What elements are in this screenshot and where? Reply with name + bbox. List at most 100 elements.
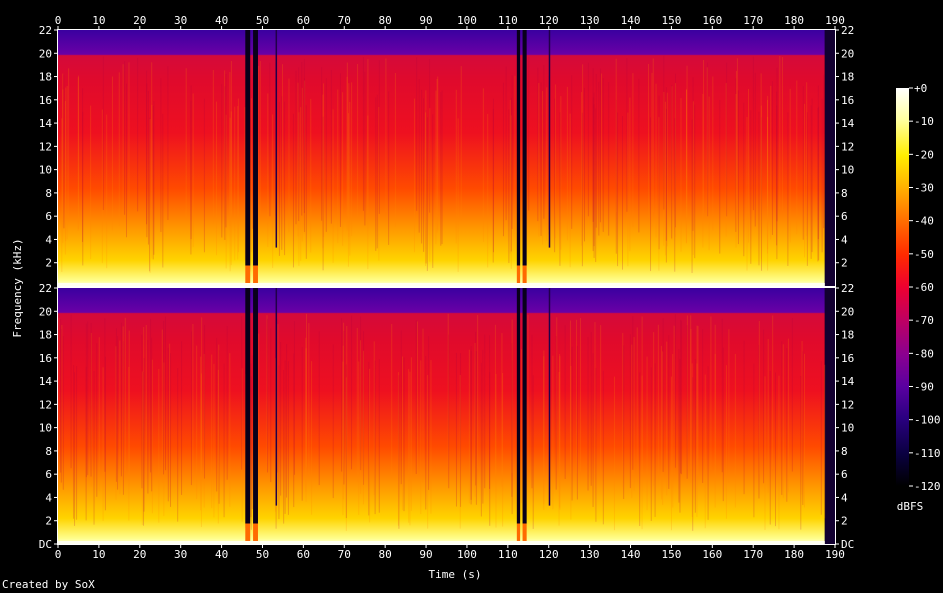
texture-streak bbox=[583, 87, 585, 242]
x-tick-label-top: 20 bbox=[133, 14, 146, 27]
texture-streak bbox=[691, 119, 693, 274]
texture-streak bbox=[576, 319, 578, 474]
texture-streak bbox=[680, 98, 682, 252]
texture-streak bbox=[489, 372, 491, 526]
texture-streak bbox=[125, 83, 127, 238]
texture-streak bbox=[761, 117, 763, 271]
y-tick-label-right: 6 bbox=[841, 468, 848, 481]
y-tick-label: 6 bbox=[45, 210, 52, 223]
texture-streak bbox=[286, 343, 288, 498]
texture-streak bbox=[62, 89, 64, 244]
texture-streak bbox=[595, 73, 597, 228]
texture-streak bbox=[429, 108, 431, 262]
texture-streak bbox=[771, 81, 773, 235]
texture-streak bbox=[330, 70, 332, 224]
texture-streak bbox=[510, 97, 512, 252]
texture-streak bbox=[162, 113, 164, 268]
texture-streak bbox=[725, 83, 727, 237]
texture-streak bbox=[746, 116, 748, 271]
texture-streak bbox=[455, 89, 457, 244]
texture-streak bbox=[300, 107, 302, 261]
y-tick-label: 6 bbox=[45, 468, 52, 481]
texture-streak bbox=[367, 115, 369, 270]
texture-streak bbox=[786, 348, 788, 502]
texture-streak bbox=[425, 112, 427, 266]
colorbar-tick-label: -10 bbox=[914, 115, 934, 128]
texture-streak bbox=[510, 115, 512, 269]
texture-streak bbox=[702, 93, 704, 248]
colorbar-tick-label: -70 bbox=[914, 314, 934, 327]
texture-streak bbox=[230, 111, 232, 266]
x-tick-label: 170 bbox=[743, 548, 763, 561]
texture-streak bbox=[735, 93, 737, 248]
texture-streak bbox=[345, 377, 347, 531]
texture-streak bbox=[587, 62, 589, 217]
texture-streak bbox=[658, 95, 660, 250]
texture-streak bbox=[692, 377, 694, 531]
texture-streak bbox=[274, 358, 276, 512]
texture-streak bbox=[151, 337, 153, 492]
texture-streak bbox=[60, 318, 62, 473]
texture-streak bbox=[694, 359, 696, 513]
texture-streak bbox=[662, 318, 664, 472]
texture-streak bbox=[569, 320, 571, 475]
x-tick-label-top: 40 bbox=[215, 14, 228, 27]
texture-streak bbox=[601, 73, 603, 228]
texture-streak bbox=[363, 331, 365, 485]
texture-streak bbox=[602, 370, 604, 525]
texture-streak bbox=[639, 372, 641, 527]
texture-streak bbox=[671, 84, 673, 239]
footer-credit: Created by SoX bbox=[2, 578, 95, 591]
x-tick-label-top: 190 bbox=[825, 14, 845, 27]
texture-streak bbox=[770, 85, 772, 240]
texture-streak bbox=[489, 335, 491, 489]
texture-streak bbox=[595, 368, 597, 522]
texture-streak bbox=[237, 98, 239, 253]
texture-streak bbox=[332, 344, 334, 499]
texture-streak bbox=[128, 330, 130, 485]
quiet-band bbox=[253, 288, 258, 524]
texture-streak bbox=[230, 61, 232, 215]
texture-streak bbox=[322, 94, 324, 249]
x-tick-label: 20 bbox=[133, 548, 146, 561]
texture-streak bbox=[122, 341, 124, 495]
texture-streak bbox=[216, 337, 218, 492]
texture-streak bbox=[416, 321, 418, 476]
texture-streak bbox=[802, 351, 804, 505]
quiet-band bbox=[516, 30, 521, 266]
x-tick-label-top: 30 bbox=[174, 14, 187, 27]
texture-streak bbox=[342, 92, 344, 246]
texture-streak bbox=[347, 113, 349, 267]
texture-streak bbox=[495, 373, 497, 528]
texture-streak bbox=[146, 70, 148, 225]
y-tick-label-right: DC bbox=[841, 538, 854, 551]
texture-streak bbox=[651, 72, 653, 227]
y-tick-label-right: 22 bbox=[841, 282, 854, 295]
texture-streak bbox=[647, 63, 649, 218]
texture-streak bbox=[470, 350, 472, 505]
texture-streak bbox=[98, 337, 100, 491]
texture-streak bbox=[167, 66, 169, 220]
texture-streak bbox=[272, 114, 274, 268]
texture-streak bbox=[821, 98, 823, 253]
transient-line bbox=[275, 288, 278, 506]
texture-streak bbox=[494, 324, 496, 479]
texture-streak bbox=[460, 66, 462, 220]
texture-streak bbox=[200, 373, 202, 528]
texture-streak bbox=[403, 357, 405, 512]
transient-line bbox=[548, 30, 551, 248]
texture-streak bbox=[119, 340, 121, 495]
texture-streak bbox=[520, 349, 522, 503]
texture-streak bbox=[293, 321, 295, 475]
texture-streak bbox=[151, 359, 153, 514]
texture-streak bbox=[287, 361, 289, 515]
texture-streak bbox=[734, 353, 736, 508]
texture-streak bbox=[615, 58, 617, 213]
texture-streak bbox=[277, 324, 279, 478]
colorbar-tick-label: -80 bbox=[914, 347, 934, 360]
texture-streak bbox=[332, 109, 334, 263]
texture-streak bbox=[149, 117, 151, 272]
texture-streak bbox=[216, 101, 218, 256]
x-tick-label: 30 bbox=[174, 548, 187, 561]
texture-streak bbox=[685, 89, 687, 243]
